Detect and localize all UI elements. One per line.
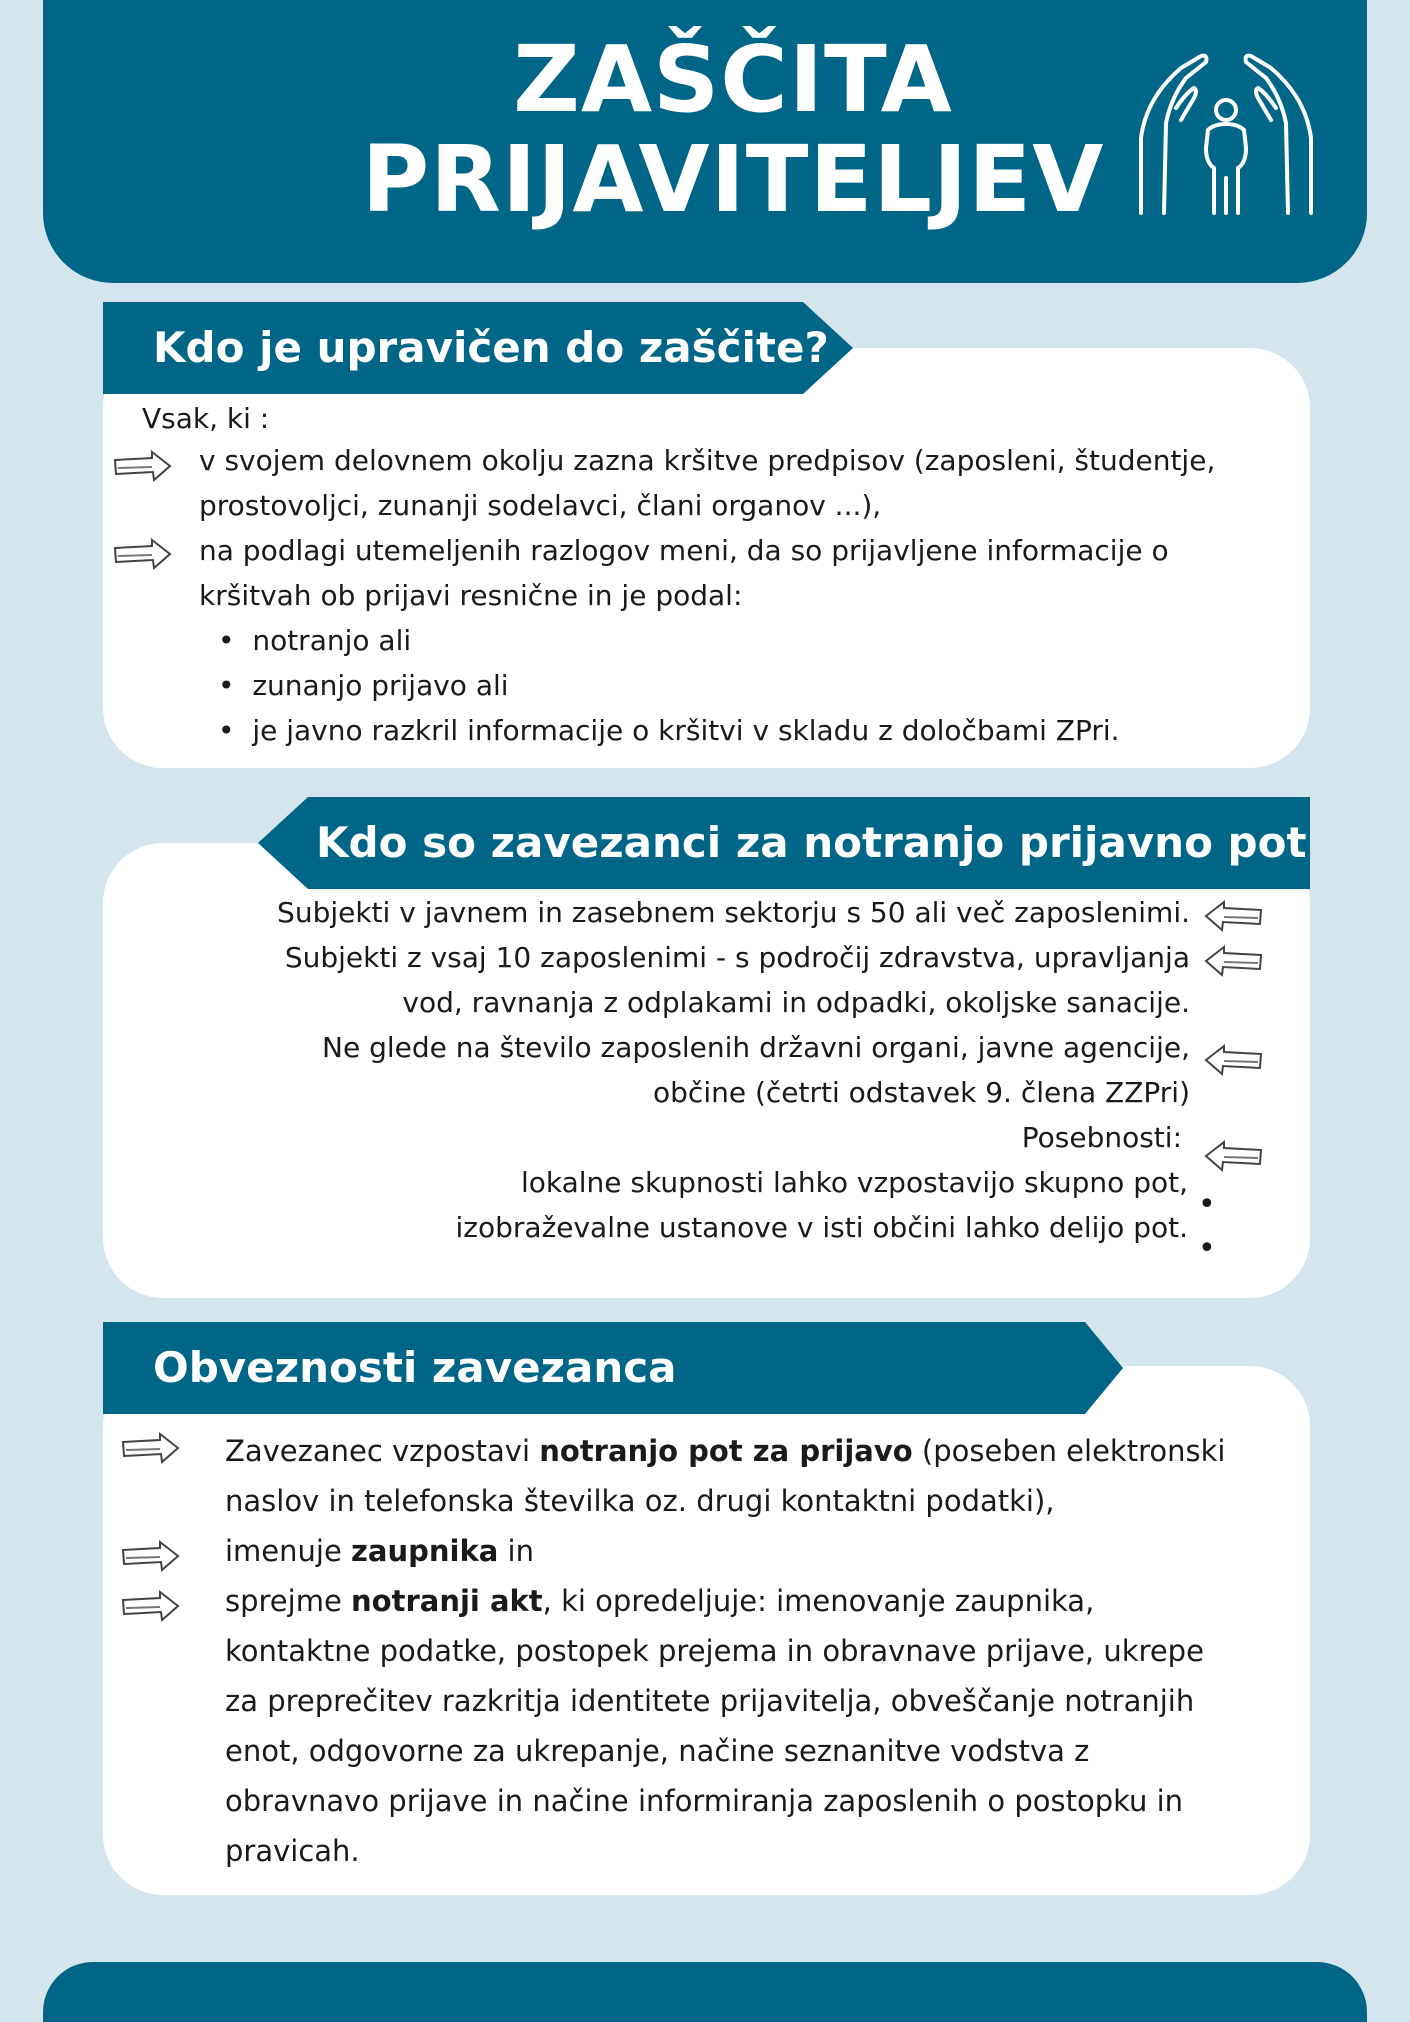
header-banner: ZAŠČITA PRIJAVITELJEV: [43, 0, 1367, 283]
arrow-right-icon: [122, 1541, 179, 1571]
text-line: Subjekti v javnem in zasebnem sektorju s…: [277, 896, 1190, 929]
obligation-item-3: sprejme notranji akt, ki opredeljuje: im…: [225, 1584, 1095, 1618]
obligations-card: [103, 1366, 1310, 1895]
section-eligibility-title: Kdo je upravičen do zaščite?: [103, 302, 853, 394]
obligated-entities-card: [103, 843, 1310, 1298]
title-line-1: ZAŠČITA: [513, 26, 953, 133]
text-line: Posebnosti:: [1021, 1121, 1182, 1154]
page-title: ZAŠČITA PRIJAVITELJEV: [343, 30, 1123, 230]
text-line: občine (četrti odstavek 9. člena ZZPri): [653, 1076, 1190, 1109]
intro-text: Vsak, ki :: [142, 402, 270, 435]
section-obligated-title: Kdo so zavezanci za notranjo prijavno po…: [258, 797, 1310, 889]
text-line: kontaktne podatke, postopek prejema in o…: [225, 1634, 1204, 1668]
footer-banner: [43, 1962, 1367, 2022]
text-line: za preprečitev razkritja identitete prij…: [225, 1684, 1195, 1718]
text-line: izobraževalne ustanove v isti občini lah…: [455, 1211, 1188, 1244]
list-item: • je javno razkril informacije o kršitvi…: [218, 714, 1120, 747]
bullet-list: • notranjo ali • zunanjo prijavo ali • j…: [218, 618, 1120, 753]
bullet-icon: •: [1198, 1231, 1216, 1266]
arrow-right-icon: [122, 1591, 179, 1621]
arrow-right-icon: [114, 539, 171, 569]
obligation-item-1: Zavezanec vzpostavi notranjo pot za prij…: [225, 1434, 1226, 1468]
eligibility-item-2: na podlagi utemeljenih razlogov meni, da…: [199, 534, 1169, 612]
arrow-left-icon: [1205, 901, 1262, 931]
obligations-text: Zavezanec vzpostavi notranjo pot za prij…: [225, 1426, 1225, 1876]
list-item: • zunanjo prijavo ali: [218, 669, 509, 702]
arrow-right-icon: [114, 451, 171, 481]
title-line-2: PRIJAVITELJEV: [361, 126, 1105, 233]
text-line: lokalne skupnosti lahko vzpostavijo skup…: [520, 1166, 1188, 1199]
protecting-hands-person-icon: [1139, 53, 1313, 215]
obligated-lines: Subjekti v javnem in zasebnem sektorju s…: [120, 890, 1190, 1250]
bullet-icon: •: [1198, 1187, 1216, 1222]
arrow-left-icon: [1205, 1141, 1262, 1171]
text-line: vod, ravnanja z odplakami in odpadki, ok…: [402, 986, 1190, 1019]
eligibility-card: [103, 348, 1310, 768]
text-line: Subjekti z vsaj 10 zaposlenimi - s podro…: [284, 941, 1190, 974]
text-line: naslov in telefonska številka oz. drugi …: [225, 1484, 1055, 1518]
obligation-item-2: imenuje zaupnika in: [225, 1534, 534, 1568]
section-obligations-title: Obveznosti zavezanca: [103, 1322, 1123, 1414]
text-line: Ne glede na število zaposlenih državni o…: [322, 1031, 1190, 1064]
eligibility-item-1: v svojem delovnem okolju zazna kršitve p…: [199, 444, 1216, 522]
text-line: enot, odgovorne za ukrepanje, načine sez…: [225, 1734, 1090, 1768]
text-line: pravicah.: [225, 1834, 360, 1868]
arrow-right-icon: [122, 1433, 179, 1463]
list-item: • notranjo ali: [218, 624, 412, 657]
arrow-left-icon: [1205, 946, 1262, 976]
text-line: obravnavo prijave in načine informiranja…: [225, 1784, 1184, 1818]
arrow-left-icon: [1205, 1045, 1262, 1075]
